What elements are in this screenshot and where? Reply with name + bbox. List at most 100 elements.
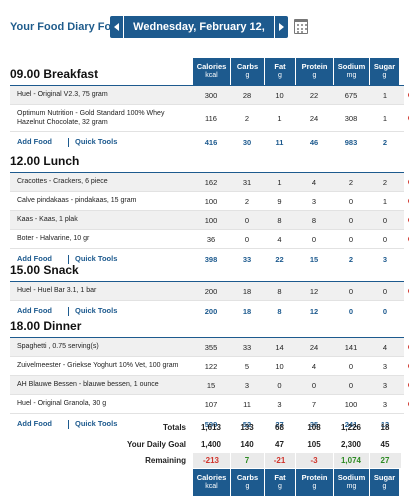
food-row[interactable]: Spaghetti , 0.75 serving(s) 355 33 14 24 141 4 [10, 338, 409, 357]
summary-remaining-label: Remaining [145, 456, 186, 465]
food-row[interactable]: Boter - Halvarine, 10 gr 36 0 4 0 0 0 [10, 230, 409, 249]
food-row[interactable]: Huel - Original Granola, 30 g 107 11 3 7 100 3 [10, 395, 409, 414]
meal-total-sodium: 983 [344, 137, 358, 147]
column-calories: Calories kcal [193, 58, 231, 85]
column-protein: Protein g [296, 469, 334, 496]
food-name[interactable]: Spaghetti , 0.75 serving(s) [17, 343, 99, 351]
column-name: Protein [301, 473, 328, 483]
column-name: Calories [196, 62, 227, 72]
meal-title: 18.00 Dinner [10, 319, 82, 333]
quick-tools-link[interactable]: Quick Tools [75, 306, 118, 315]
food-sodium-value: 0 [348, 215, 354, 225]
summary-totals-sugar: 18 [380, 423, 390, 432]
food-carbs-value: 28 [242, 90, 252, 100]
food-sugar-value: 2 [382, 177, 388, 187]
link-separator [68, 255, 69, 264]
food-carbs-value: 11 [243, 399, 251, 409]
food-sugar-value: 3 [382, 399, 388, 409]
column-unit: kcal [205, 71, 218, 79]
food-protein-value: 24 [309, 342, 319, 352]
column-unit: kcal [205, 482, 218, 490]
meal-total-protein: 35 [309, 419, 319, 429]
food-sodium-value: 0 [348, 196, 354, 206]
column-name: Carbs [236, 473, 259, 483]
column-header: Calories kcal Carbs g Fat g Protein g Sodium mg Su… [193, 58, 400, 85]
remaining-cell-bg [231, 453, 264, 468]
food-fat-value: 4 [277, 234, 282, 244]
food-carbs-value: 18 [242, 286, 252, 296]
food-name[interactable]: Optimum Nutrition - Gold Standard 100% W… [17, 109, 165, 126]
meal-total-sodium: 2 [348, 254, 354, 264]
food-fat-value: 0 [277, 380, 282, 390]
food-fat-value: 10 [275, 90, 284, 100]
current-date[interactable]: Wednesday, February 12, 2020 [133, 21, 265, 55]
remaining-cell-bg [370, 453, 401, 468]
add-food-link[interactable]: Add Food [17, 137, 52, 146]
column-name: Sodium [337, 473, 366, 483]
summary-totals-fat: 68 [275, 423, 284, 432]
calendar-icon[interactable] [294, 19, 308, 34]
food-row[interactable]: Kaas - Kaas, 1 plak 100 0 8 8 0 0 [10, 211, 409, 230]
food-calories-value: 162 [204, 177, 218, 187]
food-calories-value: 122 [204, 361, 218, 371]
meal-total-carbs: 30 [242, 137, 252, 147]
food-sugar-value: 1 [382, 113, 388, 123]
food-name[interactable]: Cracottes - Crackers, 6 piece [17, 178, 108, 186]
summary-goal-calories: 1,400 [200, 440, 222, 449]
summary-totals-label: Totals [163, 423, 186, 432]
meal-total-fat: 11 [275, 137, 284, 147]
food-name[interactable]: Huel - Original V2.3, 75 gram [17, 91, 108, 99]
summary-goal-row: Your Daily Goal 1,400 140 47 105 2,300 45 [0, 437, 409, 452]
food-row[interactable]: AH Blauwe Bessen - blauwe bessen, 1 ounc… [10, 376, 409, 395]
add-food-link[interactable]: Add Food [17, 254, 52, 263]
summary-goal-sugar: 45 [380, 440, 390, 449]
add-food-link[interactable]: Add Food [17, 419, 52, 428]
column-name: Carbs [236, 62, 259, 72]
food-sugar-value: 3 [382, 380, 388, 390]
summary-remaining-row: Remaining -213 7 -21 -3 1,074 27 [0, 453, 409, 468]
food-carbs-value: 2 [244, 113, 250, 123]
food-row[interactable]: Huel - Original V2.3, 75 gram 300 28 10 22 67… [10, 86, 409, 105]
food-name[interactable]: AH Blauwe Bessen - blauwe bessen, 1 ounc… [17, 381, 159, 389]
food-name[interactable]: Huel - Original Granola, 30 g [17, 400, 107, 408]
meal-total-protein: 46 [309, 137, 319, 147]
food-carbs-value: 33 [242, 342, 252, 352]
summary-goal-fat: 47 [275, 440, 284, 449]
food-row[interactable]: Huel - Huel Bar 3.1, 1 bar 200 18 8 12 0 0 [10, 282, 409, 301]
previous-day-button[interactable] [110, 16, 124, 38]
add-food-link[interactable]: Add Food [17, 306, 52, 315]
summary-goal-protein: 105 [307, 440, 321, 449]
column-sugar: Sugar g [370, 469, 400, 496]
food-sugar-value: 0 [382, 215, 388, 225]
food-row[interactable]: Optimum Nutrition - Gold Standard 100% W… [10, 105, 409, 132]
meal-total-calories: 200 [204, 306, 218, 316]
food-row[interactable]: Zuivelmeester - Griekse Yoghurt 10% Vet,… [10, 357, 409, 376]
food-calories-value: 200 [204, 286, 218, 296]
meal-title: 12.00 Lunch [10, 154, 80, 168]
food-row[interactable]: Cracottes - Crackers, 6 piece 162 31 1 4 2 2 [10, 173, 409, 192]
quick-tools-link[interactable]: Quick Tools [75, 419, 118, 428]
next-day-button[interactable] [274, 16, 288, 38]
food-carbs-value: 0 [244, 215, 250, 225]
food-sodium-value: 0 [348, 234, 354, 244]
food-fat-value: 9 [277, 196, 282, 206]
food-name[interactable]: Huel - Huel Bar 3.1, 1 bar [17, 287, 97, 295]
meal-actions-row: Add Food Quick Tools 416 30 11 46 983 2 [10, 134, 404, 150]
column-sugar: Sugar g [370, 58, 400, 85]
summary-goal-carbs: 140 [240, 440, 254, 449]
quick-tools-link[interactable]: Quick Tools [75, 254, 118, 263]
food-name[interactable]: Boter - Halvarine, 10 gr [17, 235, 90, 243]
food-calories-value: 116 [205, 113, 217, 123]
food-sodium-value: 100 [344, 399, 358, 409]
page-title: Your Food Diary For: [10, 21, 120, 33]
food-sugar-value: 0 [382, 234, 388, 244]
food-name[interactable]: Kaas - Kaas, 1 plak [17, 216, 78, 224]
meal-divider [10, 337, 404, 338]
food-calories-value: 355 [204, 342, 218, 352]
remaining-cell-bg [334, 453, 369, 468]
food-name[interactable]: Calve pindakaas - pindakaas, 15 gram [17, 197, 137, 205]
quick-tools-link[interactable]: Quick Tools [75, 137, 118, 146]
column-name: Sodium [337, 62, 366, 72]
food-row[interactable]: Calve pindakaas - pindakaas, 15 gram 100 2… [10, 192, 409, 211]
food-name[interactable]: Zuivelmeester - Griekse Yoghurt 10% Vet,… [17, 362, 179, 370]
